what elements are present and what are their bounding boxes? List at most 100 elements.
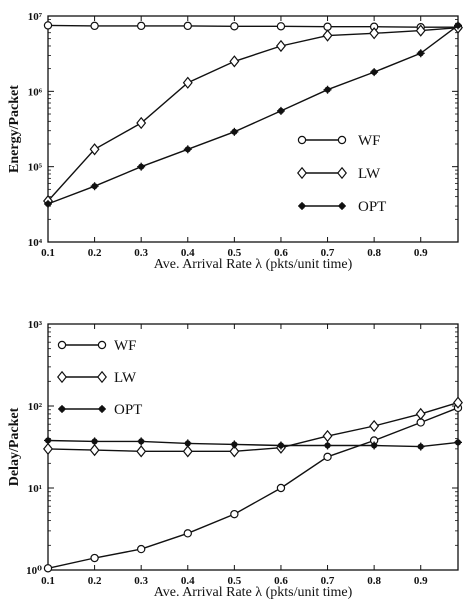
data-point-lw [136,445,147,458]
data-point-lw [136,116,147,130]
data-point-lw [182,76,193,89]
y-tick-label: 10² [28,401,43,413]
series-line-wf [47,24,458,28]
x-tick-label: 0.9 [414,247,428,259]
legend-label-lw: LW [114,370,137,386]
plot-frame [47,323,459,571]
data-point-opt [230,127,239,136]
data-point-opt [44,199,52,208]
x-tick-label: 0.1 [41,575,55,587]
data-point-lw [89,443,100,457]
data-point-wf [136,21,146,31]
series-lw [43,21,463,208]
data-point-lw [369,419,380,433]
data-point-opt [323,441,332,450]
y-tick-label: 10⁰ [26,565,42,577]
data-point-opt [454,21,462,30]
y-tick-label: 10⁵ [28,162,43,174]
data-point-wf [43,564,53,573]
data-point-lw [229,55,240,68]
data-point-wf [323,452,332,462]
chart-panel-1: 0.1 0.2 0.3 0.4 0.5 0.6 0.7 0.8 0.9 10⁴ 10⁵ 10⁶ 10⁷ A… [7,11,463,272]
data-point-lw [275,39,286,53]
x-tick-label: 0.8 [367,247,381,259]
legend-marker-opt [98,405,106,413]
data-point-lw [415,24,426,37]
data-point-opt [44,436,52,445]
x-tick-label: 0.8 [367,575,381,587]
x-tick-label: 0.7 [321,247,335,259]
data-point-opt [230,440,239,449]
data-point-lw [89,143,100,156]
y-axis-label: Energy/Packet [7,85,22,173]
data-point-wf [183,529,192,538]
data-point-wf [136,544,146,554]
legend-marker-opt [338,202,346,210]
x-tick-label: 0.6 [274,575,288,587]
data-point-opt [183,145,192,154]
y-tick-label: 10⁷ [28,11,43,23]
x-tick-label: 0.5 [227,247,241,259]
x-tick-label: 0.3 [134,575,148,587]
data-point-wf [276,22,286,31]
data-point-opt [416,49,425,58]
x-tick-label: 0.2 [88,575,102,587]
x-tick-label: 0.1 [41,247,55,259]
series-line-opt [47,24,459,205]
data-point-opt [90,437,99,446]
data-point-lw [322,29,333,42]
legend-marker-lw [297,166,307,180]
data-point-opt [416,442,425,451]
series-wf [43,21,463,32]
x-tick-label: 0.5 [227,575,241,587]
x-axis-label: Ave. Arrival Rate λ (pkts/unit time) [154,257,353,272]
data-point-opt [323,85,332,94]
x-axis-label: Ave. Arrival Rate λ (pkts/unit time) [154,585,353,600]
data-point-opt [370,441,379,450]
legend-marker-wf [297,135,307,145]
data-point-lw [43,442,53,456]
series-line-lw [47,401,459,452]
data-point-lw [229,445,240,458]
legend: WF LW OPT [297,133,386,215]
y-axis-label: Delay/Packet [7,407,22,486]
series-line-opt [47,439,459,448]
series-opt [44,436,462,451]
legend-marker-opt [298,202,306,210]
data-point-opt [90,182,99,191]
data-point-lw [369,27,380,40]
legend: WF LW OPT [57,338,142,418]
legend-label-opt: OPT [358,199,386,215]
x-tick-label: 0.3 [134,247,148,259]
data-point-lw [453,396,463,409]
data-point-opt [137,437,146,446]
series-line-lw [47,27,459,202]
y-tick-label: 10³ [28,319,43,331]
legend-marker-wf [97,340,107,350]
legend-marker-wf [337,135,347,145]
series-opt [44,21,462,208]
y-tick-label: 10⁶ [28,86,43,98]
legend-marker-opt [58,405,66,413]
data-point-opt [276,106,285,115]
x-tick-label: 0.7 [321,575,335,587]
data-point-wf [183,21,192,31]
y-tick-label: 10¹ [28,483,42,495]
y-tick-label: 10⁴ [28,237,43,249]
series-lw [43,396,463,458]
data-point-opt [276,441,285,450]
data-point-wf [323,22,332,31]
data-point-wf [230,509,239,519]
data-point-opt [370,68,379,77]
plot-frame [47,15,459,243]
data-point-wf [43,21,53,30]
legend-label-wf: WF [358,133,381,149]
x-tick-label: 0.2 [88,247,102,259]
legend-marker-lw [337,166,347,180]
x-tick-label: 0.4 [181,575,195,587]
data-point-lw [415,407,426,421]
legend-marker-lw [57,370,67,384]
legend-marker-wf [57,340,67,350]
data-point-wf [230,22,239,31]
